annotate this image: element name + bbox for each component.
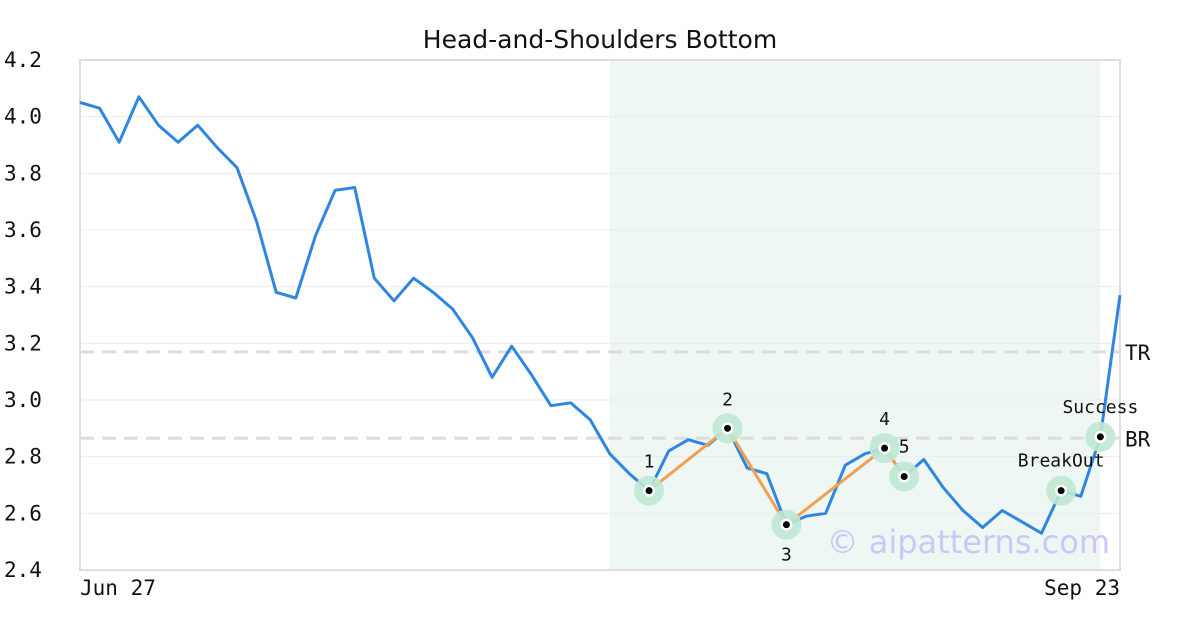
level-label-br: BR (1125, 427, 1151, 451)
pattern-point-5-dot (900, 473, 908, 480)
signal-label: BreakOut (1018, 451, 1105, 472)
pattern-point-1-dot (645, 487, 653, 495)
y-tick-label: 3.0 (4, 388, 42, 412)
pattern-point-label: 2 (722, 389, 733, 410)
y-tick-label: 3.4 (4, 275, 42, 299)
signal-success-dot (1096, 433, 1104, 441)
y-tick-label: 3.8 (4, 161, 42, 185)
plot-frame (79, 59, 1121, 571)
signal-breakout-dot (1057, 487, 1065, 495)
y-tick-label: 2.6 (4, 501, 42, 525)
x-tick-label: Jun 27 (80, 576, 156, 600)
pattern-point-label: 3 (781, 545, 792, 566)
y-tick-label: 4.0 (4, 105, 42, 129)
pattern-point-label: 5 (899, 437, 910, 458)
pattern-point-4-dot (881, 444, 889, 452)
level-label-tr: TR (1125, 341, 1151, 365)
chart-title: Head-and-Shoulders Bottom (423, 25, 777, 54)
pattern-region (609, 60, 1101, 570)
x-tick-label: Sep 23 (1044, 576, 1120, 600)
watermark: © aipatterns.com (827, 523, 1110, 561)
pattern-point-label: 4 (879, 409, 890, 430)
signal-label: Success (1062, 397, 1138, 418)
pattern-point-label: 1 (644, 452, 655, 473)
y-tick-label: 4.2 (4, 48, 42, 72)
pattern-point-2-dot (724, 424, 732, 432)
y-tick-label: 3.6 (4, 218, 42, 242)
pattern-point-3-dot (782, 521, 790, 529)
y-tick-label: 2.8 (4, 445, 42, 469)
price-series-line (79, 95, 1122, 535)
y-tick-label: 3.2 (4, 331, 42, 355)
y-tick-label: 2.4 (4, 558, 42, 582)
